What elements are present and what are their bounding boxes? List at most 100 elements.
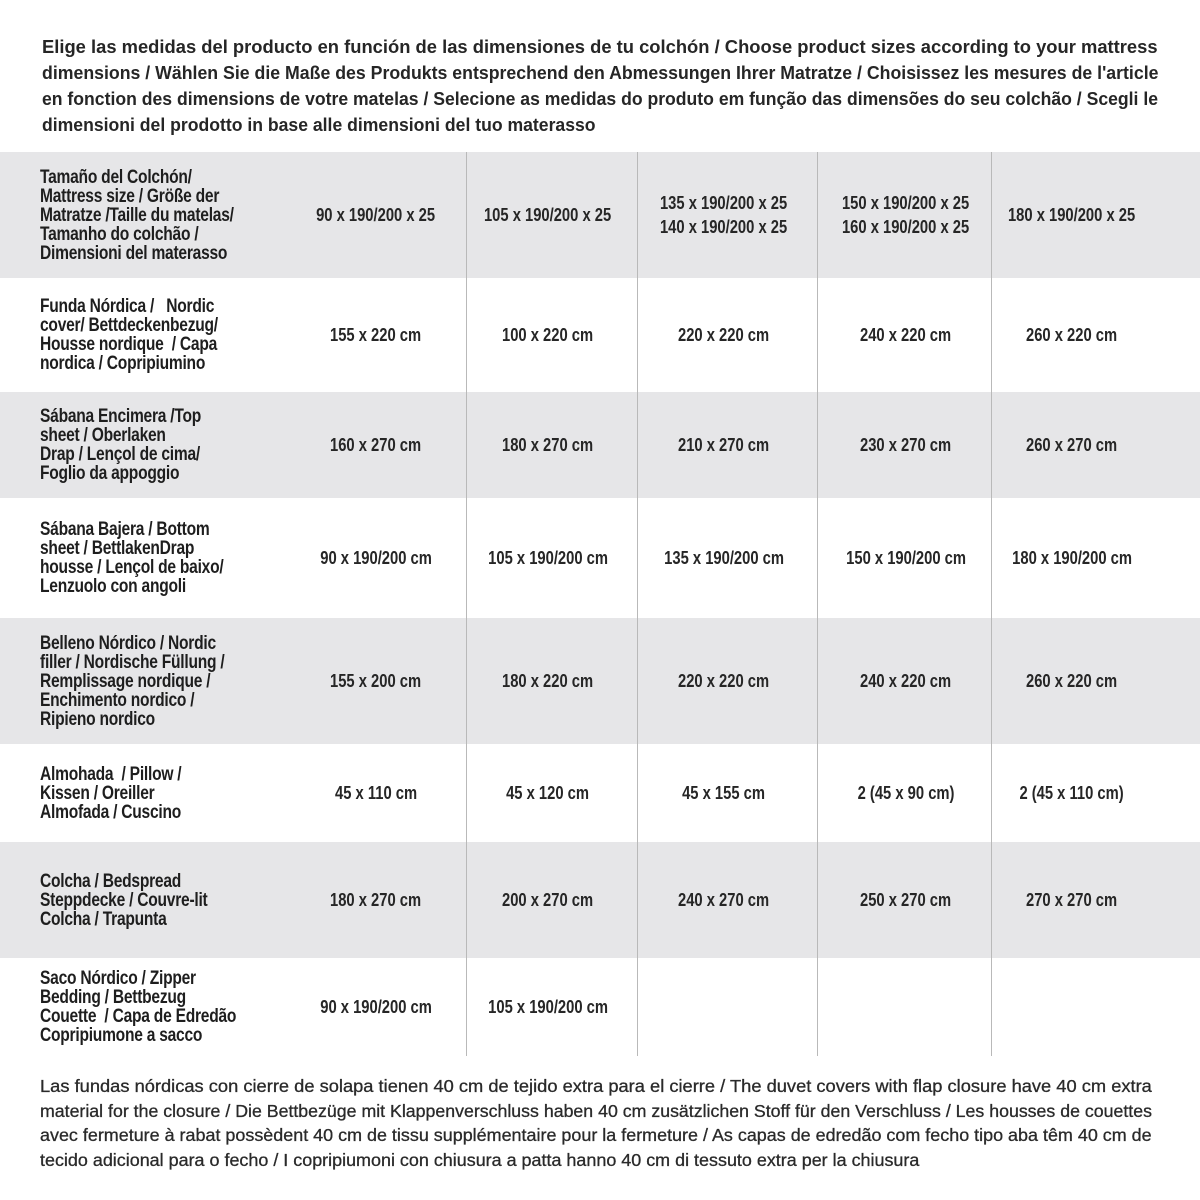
size-cell: 220 x 220 cm xyxy=(634,618,814,744)
row-label: Funda Nórdica / Nordic cover/ Bettdecken… xyxy=(40,278,460,392)
size-value: 250 x 270 cm xyxy=(860,890,952,910)
table-row: Colcha / Bedspread Steppdecke / Couvre-l… xyxy=(0,842,1200,958)
size-value: 180 x 190/200 x 25 xyxy=(1008,205,1136,225)
size-value: 90 x 190/200 cm xyxy=(320,548,432,568)
size-value: 200 x 270 cm xyxy=(502,890,594,910)
row-label: Tamaño del Colchón/ Mattress size / Größ… xyxy=(40,152,460,278)
size-cell: 230 x 270 cm xyxy=(816,392,996,498)
size-cell: 45 x 155 cm xyxy=(634,744,814,842)
column-divider xyxy=(466,152,467,1056)
size-value: 155 x 220 cm xyxy=(330,325,422,345)
size-cell: 180 x 270 cm xyxy=(458,392,638,498)
size-cell: 220 x 220 cm xyxy=(634,278,814,392)
column-divider xyxy=(817,152,818,1056)
row-label-text: Sábana Encimera /Top sheet / Oberlaken D… xyxy=(40,406,202,484)
size-cell: 90 x 190/200 cm xyxy=(286,958,466,1056)
header-row: Tamaño del Colchón/ Mattress size / Größ… xyxy=(0,152,1200,278)
footer-note: Las fundas nórdicas con cierre de solapa… xyxy=(40,1074,1152,1172)
size-cell: 90 x 190/200 x 25 xyxy=(286,152,466,278)
size-value: 260 x 220 cm xyxy=(1026,671,1118,691)
size-cell: 240 x 220 cm xyxy=(816,278,996,392)
table-row: Belleno Nórdico / Nordic filler / Nordis… xyxy=(0,618,1200,744)
size-cell: 260 x 220 cm xyxy=(982,278,1162,392)
size-value: 45 x 110 cm xyxy=(334,783,418,803)
row-label-text: Belleno Nórdico / Nordic filler / Nordis… xyxy=(40,632,225,730)
size-cell: 180 x 190/200 x 25 xyxy=(982,152,1162,278)
size-cell: 270 x 270 cm xyxy=(982,842,1162,958)
row-label: Colcha / Bedspread Steppdecke / Couvre-l… xyxy=(40,842,460,958)
size-cell: 105 x 190/200 cm xyxy=(458,958,638,1056)
size-cell: 155 x 220 cm xyxy=(286,278,466,392)
size-value: 135 x 190/200 cm xyxy=(664,548,784,568)
row-label-text: Colcha / Bedspread Steppdecke / Couvre-l… xyxy=(40,870,208,930)
footer-line: avec fermeture à rabat possèdent 40 cm d… xyxy=(40,1125,1152,1145)
intro-line: Elige las medidas del producto en funció… xyxy=(42,36,1158,57)
size-value: 150 x 190/200 cm xyxy=(846,548,966,568)
size-cell: 240 x 270 cm xyxy=(634,842,814,958)
size-value: 160 x 270 cm xyxy=(330,435,422,455)
size-cell: 105 x 190/200 cm xyxy=(458,498,638,618)
size-value: 210 x 270 cm xyxy=(678,435,770,455)
size-value: 240 x 220 cm xyxy=(860,325,952,345)
size-value: 2 (45 x 110 cm) xyxy=(1019,783,1125,803)
row-label: Belleno Nórdico / Nordic filler / Nordis… xyxy=(40,618,460,744)
size-value: 105 x 190/200 x 25 xyxy=(484,205,612,225)
column-divider xyxy=(637,152,638,1056)
size-cell: 150 x 190/200 x 25 160 x 190/200 x 25 xyxy=(816,152,996,278)
size-cell: 200 x 270 cm xyxy=(458,842,638,958)
size-value: 155 x 200 cm xyxy=(330,671,422,691)
size-value: 90 x 190/200 cm xyxy=(320,997,432,1017)
size-value: 105 x 190/200 cm xyxy=(488,997,608,1017)
size-value: 220 x 220 cm xyxy=(678,325,770,345)
size-cell: 45 x 110 cm xyxy=(286,744,466,842)
size-value: 90 x 190/200 x 25 xyxy=(316,205,436,225)
size-value: 230 x 270 cm xyxy=(860,435,952,455)
size-value: 2 (45 x 90 cm) xyxy=(857,783,955,803)
footer-line: material for the closure / Die Bettbezüg… xyxy=(40,1100,1152,1121)
size-value: 180 x 270 cm xyxy=(502,435,594,455)
footer-line: tecido adicional para o fecho / I coprip… xyxy=(40,1149,920,1170)
size-cell: 240 x 220 cm xyxy=(816,618,996,744)
size-value: 150 x 190/200 x 25 160 x 190/200 x 25 xyxy=(842,193,970,237)
intro-line: en fonction des dimensions de votre mate… xyxy=(42,88,1158,109)
intro-line: dimensions / Wählen Sie die Maße des Pro… xyxy=(42,62,1159,83)
size-cell: 180 x 220 cm xyxy=(458,618,638,744)
row-label-text: Sábana Bajera / Bottom sheet / Bettlaken… xyxy=(40,519,224,597)
size-cell: 180 x 190/200 cm xyxy=(982,498,1162,618)
size-value: 105 x 190/200 cm xyxy=(488,548,608,568)
size-value: 45 x 120 cm xyxy=(506,783,590,803)
intro-line: dimensioni del prodotto in base alle dim… xyxy=(42,114,596,135)
size-cell xyxy=(982,958,1162,1056)
table-row: Sábana Bajera / Bottom sheet / Bettlaken… xyxy=(0,498,1200,618)
size-cell: 2 (45 x 110 cm) xyxy=(982,744,1162,842)
row-label: Sábana Encimera /Top sheet / Oberlaken D… xyxy=(40,392,460,498)
size-value: 45 x 155 cm xyxy=(682,783,766,803)
size-value: 270 x 270 cm xyxy=(1026,890,1118,910)
size-cell: 2 (45 x 90 cm) xyxy=(816,744,996,842)
size-cell: 155 x 200 cm xyxy=(286,618,466,744)
footer-line: Las fundas nórdicas con cierre de solapa… xyxy=(40,1076,1152,1096)
size-cell: 90 x 190/200 cm xyxy=(286,498,466,618)
row-label-text: Saco Nórdico / Zipper Bedding / Bettbezu… xyxy=(40,968,237,1046)
size-value: 240 x 220 cm xyxy=(860,671,952,691)
size-value: 240 x 270 cm xyxy=(678,890,770,910)
row-label: Saco Nórdico / Zipper Bedding / Bettbezu… xyxy=(40,958,460,1056)
size-cell: 250 x 270 cm xyxy=(816,842,996,958)
row-label-text: Tamaño del Colchón/ Mattress size / Größ… xyxy=(40,166,234,264)
size-value: 220 x 220 cm xyxy=(678,671,770,691)
table-row: Saco Nórdico / Zipper Bedding / Bettbezu… xyxy=(0,958,1200,1056)
size-table: Tamaño del Colchón/ Mattress size / Größ… xyxy=(0,152,1200,1056)
size-cell: 105 x 190/200 x 25 xyxy=(458,152,638,278)
size-cell: 135 x 190/200 x 25 140 x 190/200 x 25 xyxy=(634,152,814,278)
size-cell xyxy=(634,958,814,1056)
size-cell: 260 x 220 cm xyxy=(982,618,1162,744)
table-row: Sábana Encimera /Top sheet / Oberlaken D… xyxy=(0,392,1200,498)
size-cell: 135 x 190/200 cm xyxy=(634,498,814,618)
size-cell xyxy=(816,958,996,1056)
size-value: 135 x 190/200 x 25 140 x 190/200 x 25 xyxy=(660,193,788,237)
row-label: Sábana Bajera / Bottom sheet / Bettlaken… xyxy=(40,498,460,618)
table-row: Funda Nórdica / Nordic cover/ Bettdecken… xyxy=(0,278,1200,392)
table-row: Almohada / Pillow / Kissen / Oreiller Al… xyxy=(0,744,1200,842)
size-value: 260 x 220 cm xyxy=(1026,325,1118,345)
column-divider xyxy=(991,152,992,1056)
